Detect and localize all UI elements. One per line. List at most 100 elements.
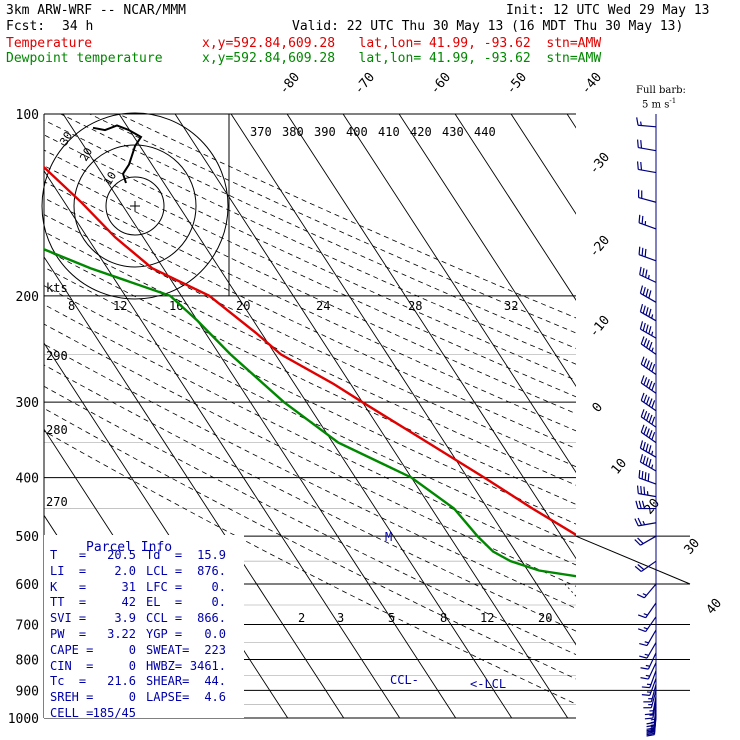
wind-barb-flag (646, 724, 655, 728)
wind-barb-flag (643, 426, 648, 435)
dry-adiabat-320 (44, 285, 576, 545)
parcel-info-cell: 0.0 (204, 627, 226, 641)
isotherm--10 (286, 114, 576, 560)
isotherm-label-30: 30 (682, 536, 704, 558)
parcel-info-cell: 3.22 (107, 627, 136, 641)
theta-label-370: 370 (250, 125, 272, 139)
parcel-info-cell: 0 (128, 642, 136, 657)
parcel-info-cell: CIN = (50, 658, 94, 673)
wind-barb-flag (651, 450, 654, 455)
theta-label-400: 400 (346, 125, 368, 139)
wind-barb-flag (651, 331, 654, 336)
wind-barb-flag (642, 441, 646, 450)
wind-barb-flag (648, 326, 652, 335)
wind-barb-flag (648, 430, 653, 439)
wind-barb (641, 670, 657, 689)
wind-barb-flag (648, 362, 653, 370)
dry-adiabat-380 (44, 181, 576, 432)
wind-barb-flag (645, 664, 650, 667)
isotherm-label--40: -40 (579, 70, 606, 98)
isotherm-label--70: -70 (352, 70, 379, 98)
wind-barb-flag (646, 721, 655, 725)
wind-barb-flag (639, 642, 648, 647)
isotherm-label--20: -20 (587, 233, 614, 261)
wind-barb-flag (636, 117, 639, 126)
wind-barb-flag (643, 358, 648, 367)
wind-barb-flag (648, 308, 652, 317)
parcel-info-cell: 15.9 (197, 548, 226, 562)
mixing-label-12: 12 (480, 611, 494, 625)
hodo-speed-label-8: 8 (68, 299, 75, 313)
forecast-label: Fcst: (6, 19, 46, 34)
wind-barb (640, 375, 657, 394)
wind-barb (639, 454, 657, 472)
wind-barb-flag (645, 378, 650, 387)
hodo-ring-label-30: 30 (57, 130, 75, 148)
wind-barb-flag (642, 268, 645, 277)
wind-barb-flag (645, 428, 650, 437)
dry-adiabat-310 (44, 304, 576, 566)
wind-barb-flag (644, 248, 647, 257)
isotherm-label--10: -10 (587, 313, 614, 341)
parcel-info-cell: SWEAT= (146, 642, 190, 657)
isotherm-label-40: 40 (704, 596, 726, 618)
wind-barb (638, 469, 657, 485)
wind-barb (639, 321, 657, 339)
barb-legend-units: 5 m s-1 (642, 97, 677, 111)
wind-barb-flag (640, 486, 643, 495)
wind-barb-flag (640, 121, 642, 126)
parcel-info-cell: YGP = (146, 627, 183, 641)
hodo-speed-label-24: 24 (316, 299, 330, 313)
wind-barb-flag (639, 285, 644, 294)
wind-barb-flag (636, 139, 639, 148)
isotherm--30 (174, 114, 569, 718)
wind-barb-flag (637, 628, 646, 633)
wind-barb-flag (643, 338, 648, 347)
wind-barb-flag (634, 539, 641, 546)
wind-barb-flag (648, 414, 653, 423)
wind-barb-flag (634, 565, 642, 572)
wind-barb (643, 690, 657, 709)
hodo-speed-label-20: 20 (236, 299, 250, 313)
wind-barb (640, 424, 657, 444)
isotherm--20 (230, 114, 576, 646)
wind-barb-flag (641, 694, 650, 696)
parcel-info-cell: LAPSE= (146, 690, 190, 705)
wind-barb-flag (634, 518, 639, 527)
isotherm-30 (510, 114, 576, 215)
valid-time: Valid: 22 UTC Thu 30 May 13 (16 MDT Thu … (292, 19, 684, 34)
hodo-speed-label-16: 16 (169, 299, 183, 313)
wind-barb-flag (643, 626, 648, 630)
wind-barb-flag (651, 464, 654, 469)
isotherm-label--30: -30 (587, 150, 614, 178)
pressure-label-600: 600 (16, 578, 39, 593)
parcel-info-cell: 876. (197, 563, 226, 578)
wind-barb-flag (651, 432, 656, 440)
isotherm-20 (454, 114, 576, 301)
wind-barb (638, 246, 657, 262)
wind-barb-flag (638, 469, 641, 479)
wind-barb-flag (648, 458, 652, 468)
wind-barb-flag (644, 641, 649, 644)
isotherm-50 (623, 114, 740, 718)
dry-adiabat-410 (44, 134, 576, 381)
wind-barb-flag (647, 473, 650, 482)
wind-barb-flag (645, 396, 650, 405)
dry-adiabat-250 (44, 430, 576, 705)
mixing-label-2: 2 (298, 611, 305, 625)
wind-barb-flag (640, 356, 645, 365)
wind-barb (636, 139, 657, 152)
wind-barb (634, 560, 657, 572)
forecast-hour: 34 h (62, 19, 94, 34)
isotherm-label--50: -50 (504, 70, 531, 98)
wind-barb-flag (642, 322, 646, 331)
wind-barb-flag (645, 307, 649, 316)
temperature-legend: Temperature (6, 36, 93, 51)
theta-low-label-270: 270 (46, 495, 68, 509)
wind-barb-flag (651, 314, 654, 319)
wind-barb-flag (646, 727, 655, 730)
wind-barb (640, 409, 657, 428)
pressure-label-900: 900 (16, 684, 39, 699)
wind-barb-flag (648, 341, 653, 350)
theta-label-420: 420 (410, 125, 432, 139)
